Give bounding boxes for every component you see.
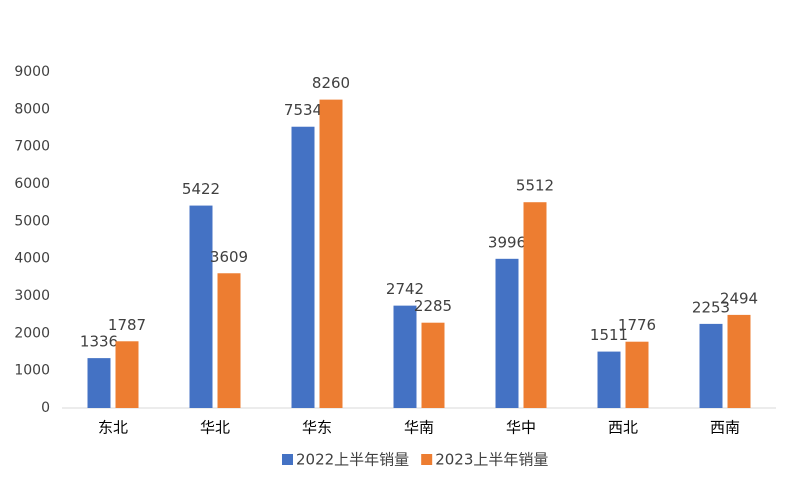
- y-tick-label: 0: [41, 400, 50, 416]
- bar: [523, 202, 547, 408]
- y-tick-label: 1000: [14, 363, 50, 379]
- x-tick-label: 华东: [302, 419, 332, 437]
- bar: [625, 341, 649, 408]
- y-tick-label: 8000: [14, 101, 50, 117]
- data-label: 1336: [80, 333, 118, 351]
- bar: [189, 205, 213, 408]
- legend-label: 2023上半年销量: [435, 451, 548, 469]
- bar: [217, 273, 241, 408]
- y-tick-label: 4000: [14, 251, 50, 267]
- data-label: 5422: [182, 180, 220, 198]
- x-tick-label: 华中: [506, 419, 536, 437]
- legend-label: 2022上半年销量: [296, 451, 409, 469]
- bar: [393, 305, 417, 408]
- y-tick-label: 2000: [14, 325, 50, 341]
- y-tick-label: 9000: [14, 64, 50, 80]
- data-label: 1776: [618, 316, 656, 334]
- y-tick-label: 5000: [14, 213, 50, 229]
- legend-swatch: [421, 454, 433, 465]
- bar: [727, 314, 751, 408]
- data-label: 2494: [720, 289, 758, 307]
- bar: [699, 323, 723, 408]
- data-label: 7534: [284, 101, 322, 119]
- x-tick-label: 华北: [200, 419, 230, 437]
- x-tick-label: 华南: [404, 419, 434, 437]
- bar: [115, 341, 139, 408]
- x-tick-label: 东北: [98, 419, 128, 437]
- data-label: 5512: [516, 177, 554, 195]
- y-tick-label: 7000: [14, 139, 50, 155]
- y-tick-label: 3000: [14, 288, 50, 304]
- bar: [421, 322, 445, 408]
- bar: [319, 99, 343, 409]
- bar: [291, 126, 315, 409]
- bar: [495, 258, 519, 408]
- x-tick-label: 西北: [608, 419, 638, 437]
- y-tick-label: 6000: [14, 176, 50, 192]
- data-label: 1787: [108, 316, 146, 334]
- bar: [87, 358, 111, 408]
- bar: [597, 351, 621, 408]
- data-label: 3996: [488, 233, 526, 251]
- data-label: 3609: [210, 248, 248, 266]
- x-tick-label: 西南: [710, 419, 740, 437]
- data-label: 2742: [386, 280, 424, 298]
- legend-swatch: [282, 454, 293, 465]
- data-label: 1511: [590, 326, 628, 344]
- data-label: 2253: [692, 298, 730, 316]
- data-label: 2285: [414, 297, 452, 315]
- data-label: 8260: [312, 74, 350, 92]
